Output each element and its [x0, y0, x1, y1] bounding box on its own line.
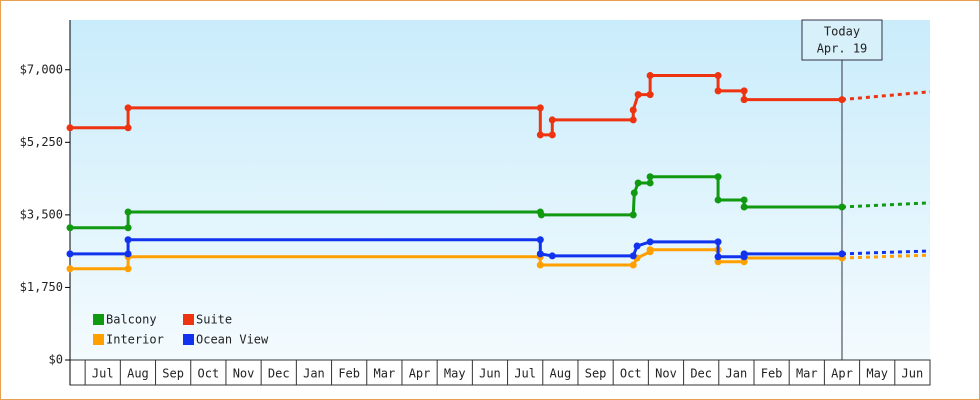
today-label: Today [824, 25, 860, 39]
point [646, 72, 654, 80]
point [548, 252, 556, 260]
x-tick-label: Apr [831, 367, 853, 381]
point [124, 208, 132, 216]
point [838, 203, 846, 211]
point [629, 252, 637, 260]
point [740, 87, 748, 95]
point [66, 224, 74, 232]
today-box [801, 19, 883, 61]
forecast-line [841, 253, 931, 260]
legend-swatch [93, 334, 104, 345]
x-tick-label: Oct [198, 367, 220, 381]
legend-label: Interior [106, 333, 164, 347]
x-axis-strip [69, 359, 931, 386]
forecast-line [841, 90, 931, 102]
x-tick-label: Nov [655, 367, 677, 381]
point [714, 258, 722, 266]
point [838, 250, 846, 258]
point [124, 224, 132, 232]
point [714, 196, 722, 204]
point [634, 91, 642, 99]
x-tick-label: Aug [127, 367, 149, 381]
point [646, 91, 654, 99]
forecast-line [841, 249, 931, 256]
point [740, 96, 748, 104]
point [634, 179, 642, 187]
forecast-line [841, 201, 931, 209]
point [536, 261, 544, 269]
point [646, 173, 654, 181]
y-tick-label: $3,500 [20, 207, 63, 221]
point [66, 124, 74, 132]
point [629, 261, 637, 269]
point [714, 238, 722, 246]
point [714, 173, 722, 181]
x-tick-label: Feb [761, 367, 783, 381]
point [629, 116, 637, 124]
y-tick-label: $7,000 [20, 62, 63, 76]
point [537, 211, 545, 219]
point [536, 236, 544, 244]
x-tick-label: Nov [233, 367, 255, 381]
point [124, 265, 132, 273]
legend-label: Ocean View [196, 333, 269, 347]
series-line [70, 238, 842, 259]
y-tick-label: $1,750 [20, 280, 63, 294]
point [630, 189, 638, 197]
x-tick-label: Sep [162, 367, 184, 381]
x-tick-label: Aug [550, 367, 572, 381]
point [124, 124, 132, 132]
point [536, 250, 544, 258]
x-tick-label: Sep [585, 367, 607, 381]
x-tick-label: May [444, 367, 466, 381]
point [66, 250, 74, 258]
x-tick-label: Jun [902, 367, 924, 381]
point [629, 211, 637, 219]
x-tick-label: Oct [620, 367, 642, 381]
today-label: Apr. 19 [817, 42, 868, 56]
point [646, 238, 654, 246]
series-line [70, 248, 842, 271]
legend-swatch [183, 334, 194, 345]
x-tick-label: Jul [514, 367, 536, 381]
point [629, 106, 637, 114]
x-tick-label: Apr [409, 367, 431, 381]
x-tick-label: Mar [796, 367, 818, 381]
point [646, 179, 654, 187]
y-tick-label: $5,250 [20, 135, 63, 149]
y-tick-label: $0 [49, 353, 63, 367]
point [66, 265, 74, 273]
legend-label: Balcony [106, 313, 157, 327]
x-tick-label: Jan [726, 367, 748, 381]
point [740, 196, 748, 204]
x-tick-label: Jul [92, 367, 114, 381]
point [714, 87, 722, 95]
point [124, 236, 132, 244]
point [124, 250, 132, 258]
point [548, 116, 556, 124]
point [548, 131, 556, 139]
point [714, 253, 722, 261]
plot-area [70, 20, 930, 360]
point [838, 96, 846, 104]
x-tick-label: Mar [374, 367, 396, 381]
point [633, 242, 641, 250]
point [536, 104, 544, 112]
point [714, 72, 722, 80]
legend-swatch [93, 314, 104, 325]
point [124, 104, 132, 112]
point [536, 131, 544, 139]
legend-swatch [183, 314, 194, 325]
x-tick-label: Jan [303, 367, 325, 381]
x-tick-label: Jun [479, 367, 501, 381]
x-tick-label: May [866, 367, 888, 381]
point [740, 203, 748, 211]
x-tick-label: Feb [338, 367, 360, 381]
legend-label: Suite [196, 313, 232, 327]
point [646, 246, 654, 254]
point [740, 250, 748, 258]
x-tick-label: Dec [268, 367, 290, 381]
x-tick-label: Dec [690, 367, 712, 381]
